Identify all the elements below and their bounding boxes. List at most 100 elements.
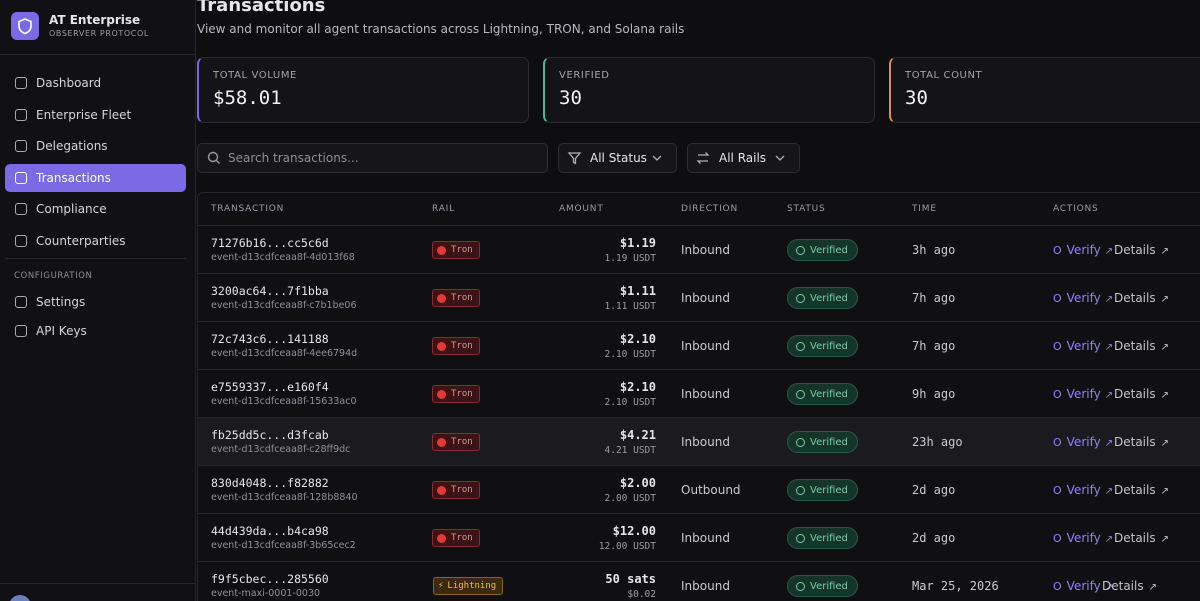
verify-link[interactable]: O Verify ↗ — [1053, 387, 1113, 401]
chevron — [775, 155, 785, 161]
time: 7h ago — [912, 339, 956, 353]
verify-link[interactable]: O Verify ↗ — [1053, 579, 1113, 593]
details-link[interactable]: Details ↗ — [1102, 579, 1157, 593]
status-icon — [796, 246, 805, 255]
rail-icon — [437, 389, 446, 399]
details-label: Details — [1114, 435, 1156, 449]
status-icon — [796, 534, 805, 543]
table-row[interactable]: e7559337...e160f4 event-d13cdfceaa8f-1563… — [198, 369, 1200, 417]
verify-link[interactable]: O Verify ↗ — [1053, 531, 1113, 545]
verify-label: Verify — [1066, 339, 1101, 353]
table-row[interactable]: fb25dd5c...d3fcab event-d13cdfceaa8f-c28f… — [198, 417, 1200, 465]
status-icon — [796, 582, 805, 591]
details-link[interactable]: Details ↗ — [1114, 435, 1169, 449]
nav-label: Enterprise Fleet — [36, 107, 132, 122]
external-icon: ↗ — [1104, 342, 1114, 353]
time: Mar 25, 2026 — [912, 579, 999, 593]
table-row[interactable]: f9f5cbec...285560 event-maxi-0001-0030 ⚡ Li… — [198, 561, 1200, 601]
verify-icon: O — [1053, 292, 1062, 305]
nav-icon — [15, 296, 27, 308]
verify-icon: O — [1053, 436, 1062, 449]
direction: Inbound — [681, 387, 730, 401]
amount: $2.00 — [619, 476, 656, 490]
user-avatar[interactable] — [9, 595, 31, 601]
rail-icon — [437, 293, 446, 303]
rail-icon — [437, 533, 446, 543]
nav-icon — [15, 108, 27, 121]
rail-label: Tron — [451, 293, 473, 303]
details-label: Details — [1114, 339, 1156, 353]
table-row[interactable]: 44d439da...b4ca98 event-d13cdfceaa8f-3b65… — [198, 513, 1200, 561]
status-badge: Verified — [787, 479, 858, 501]
page-title: Transactions — [197, 0, 326, 16]
nav-item[interactable]: API Keys — [5, 317, 186, 345]
details-label: Details — [1114, 291, 1156, 305]
status-filter[interactable]: All Status — [558, 143, 677, 173]
nav-item[interactable]: Compliance — [5, 195, 186, 223]
arrow-icon: ↗ — [1160, 438, 1169, 449]
verify-link[interactable]: O Verify ↗ — [1053, 243, 1113, 257]
rail-icon — [437, 437, 446, 447]
rail-label: Tron — [451, 533, 473, 543]
verify-icon: O — [1053, 340, 1062, 353]
search-placeholder: Search transactions... — [228, 151, 359, 165]
nav-item[interactable]: Enterprise Fleet — [5, 101, 186, 129]
rail-badge: ⚡ Lightning — [433, 577, 504, 595]
external-icon: ↗ — [1104, 390, 1114, 401]
nav-label: API Keys — [36, 324, 87, 338]
details-link[interactable]: Details ↗ — [1114, 339, 1169, 353]
stat-value: 30 — [905, 87, 928, 109]
details-link[interactable]: Details ↗ — [1114, 291, 1169, 305]
arrow-icon: ↗ — [1148, 582, 1157, 593]
status-label: Verified — [810, 532, 848, 544]
table-row[interactable]: 71276b16...cc5c6d event-d13cdfceaa8f-4d01… — [198, 225, 1200, 273]
arrow-icon: ↗ — [1160, 246, 1169, 257]
verify-link[interactable]: O Verify ↗ — [1053, 435, 1113, 449]
table-row[interactable]: 830d4048...f82882 event-d13cdfceaa8f-128b… — [198, 465, 1200, 513]
table-row[interactable]: 3200ac64...7f1bba event-d13cdfceaa8f-c7b1… — [198, 273, 1200, 321]
nav-item[interactable]: Delegations — [5, 132, 186, 160]
status-filter-label: All Status — [590, 151, 647, 165]
verify-label: Verify — [1066, 387, 1101, 401]
status-icon — [796, 294, 805, 303]
rail-filter[interactable]: All Rails — [687, 143, 800, 173]
details-link[interactable]: Details ↗ — [1114, 387, 1169, 401]
amount-sub: $0.02 — [627, 589, 656, 600]
direction: Inbound — [681, 339, 730, 353]
status-label: Verified — [810, 436, 848, 448]
status-label: Verified — [810, 388, 848, 400]
nav-item[interactable]: Counterparties — [5, 227, 186, 255]
rail-icon: ⚡ — [438, 581, 444, 591]
rail-label: Tron — [451, 389, 473, 399]
direction: Inbound — [681, 291, 730, 305]
verify-link[interactable]: O Verify ↗ — [1053, 291, 1113, 305]
verify-link[interactable]: O Verify ↗ — [1053, 339, 1113, 353]
nav-label: Dashboard — [36, 76, 102, 90]
verify-link[interactable]: O Verify ↗ — [1053, 483, 1113, 497]
brand-logo — [11, 12, 39, 40]
amount: $2.10 — [619, 380, 656, 394]
arrow-icon: ↗ — [1160, 486, 1169, 497]
search-input[interactable]: Search transactions... — [197, 143, 548, 173]
nav-icon — [15, 325, 27, 337]
rail-label: Tron — [451, 341, 473, 351]
details-link[interactable]: Details ↗ — [1114, 243, 1169, 257]
nav-item[interactable]: Settings — [5, 288, 186, 316]
rail-badge: Tron — [432, 481, 480, 499]
table-row[interactable]: 72c743c6...141188 event-d13cdfceaa8f-4ee6… — [198, 321, 1200, 369]
details-link[interactable]: Details ↗ — [1114, 483, 1169, 497]
direction: Inbound — [681, 579, 730, 593]
swap-icon — [696, 152, 710, 164]
transaction-id: 830d4048...f82882 — [211, 476, 329, 490]
details-link[interactable]: Details ↗ — [1114, 531, 1169, 545]
transaction-id: 72c743c6...141188 — [211, 332, 329, 346]
event-id: event-d13cdfceaa8f-c7b1be06 — [211, 300, 357, 311]
rail-icon — [437, 341, 446, 351]
nav-item[interactable]: Transactions — [5, 163, 186, 192]
transactions-table: TRANSACTION RAIL AMOUNT DIRECTION STATUS TIME… — [197, 192, 1200, 601]
external-icon: ↗ — [1104, 294, 1114, 305]
direction: Inbound — [681, 435, 730, 449]
status-badge: Verified — [787, 527, 858, 549]
status-icon — [796, 486, 805, 495]
nav-item[interactable]: Dashboard — [5, 69, 186, 97]
